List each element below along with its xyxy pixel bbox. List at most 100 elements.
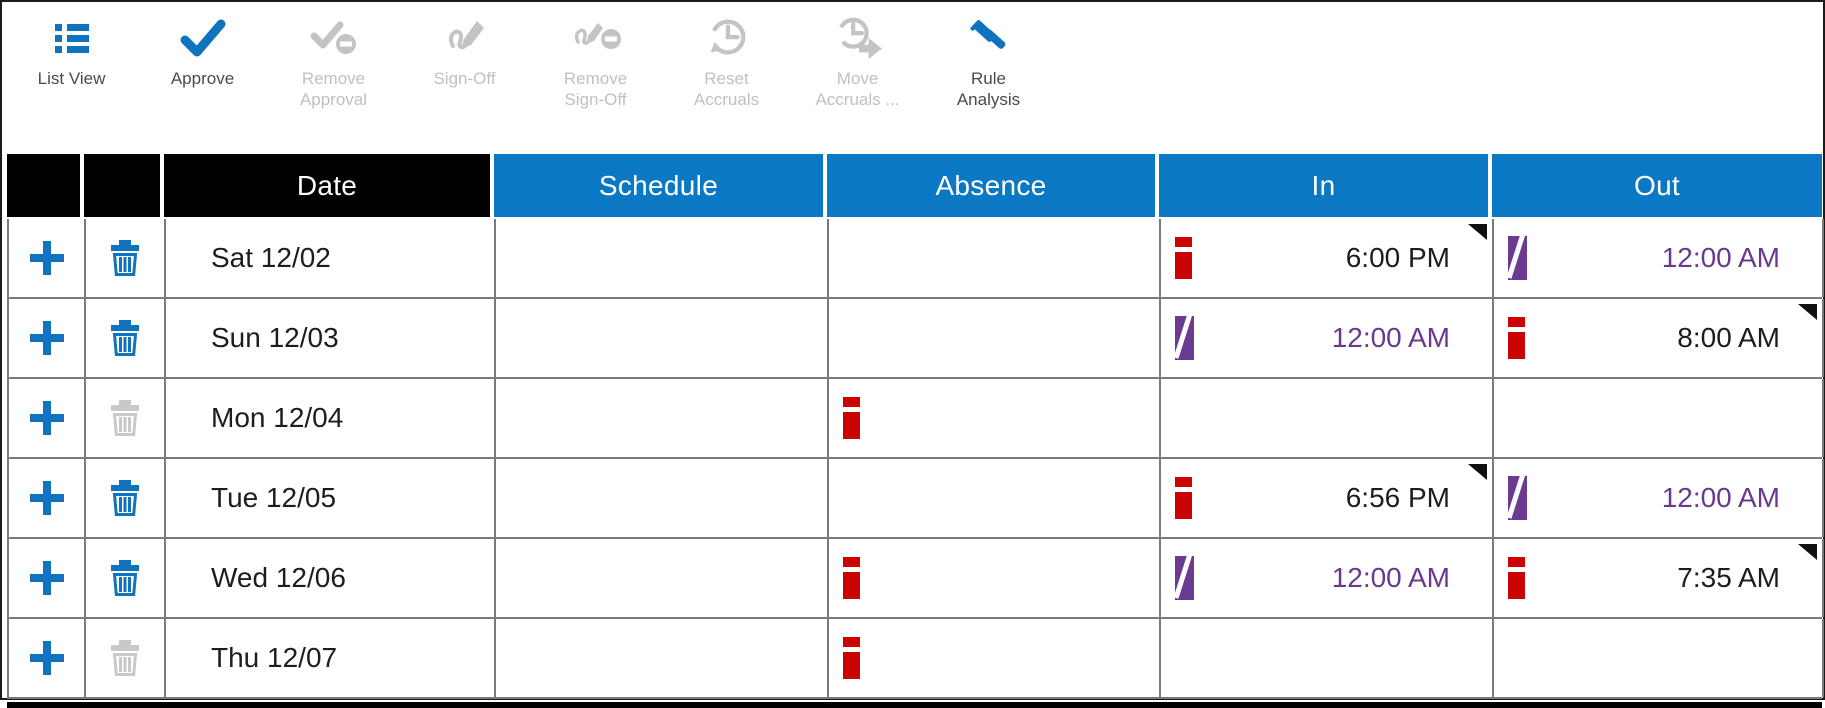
out-punch-time: 7:35 AM	[1677, 562, 1780, 593]
out-punch-cell[interactable]	[1494, 619, 1824, 697]
toolbar-button-remove-approval: Remove Approval	[268, 12, 399, 110]
absence-cell[interactable]	[829, 459, 1161, 537]
delete-row-button[interactable]	[109, 319, 141, 357]
rule-analysis-icon	[967, 12, 1011, 64]
date-cell: Thu 12/07	[166, 619, 496, 697]
add-punch-plus-icon	[29, 241, 64, 275]
comment-corner-indicator	[1798, 304, 1817, 320]
in-punch-cell[interactable]: 6:56 PM	[1161, 459, 1494, 537]
toolbar-button-sign-off: Sign-Off	[399, 12, 530, 89]
delete-row-button[interactable]	[109, 239, 141, 277]
schedule-cell[interactable]	[496, 379, 829, 457]
in-punch-time: 6:00 PM	[1345, 242, 1450, 273]
add-punch-button[interactable]	[29, 401, 64, 435]
sign-off-icon	[443, 12, 487, 64]
date-cell: Sat 12/02	[166, 219, 496, 297]
timecard-row: Sun 12/03 12:00 AM 8:00 AM	[9, 299, 1824, 379]
timecard-row: Mon 12/04	[9, 379, 1824, 459]
delete-row-trash-icon	[111, 319, 139, 356]
add-punch-plus-icon	[29, 641, 64, 675]
absence-cell[interactable]	[829, 539, 1161, 617]
date-cell: Sun 12/03	[166, 299, 496, 377]
add-punch-cell	[9, 299, 86, 377]
exception-indicator-icon	[1508, 557, 1525, 599]
toolbar-label: Reset Accruals	[693, 69, 760, 109]
system-punch-icon	[1175, 316, 1194, 360]
out-punch-time: 12:00 AM	[1661, 482, 1780, 513]
schedule-cell[interactable]	[496, 619, 829, 697]
absence-cell[interactable]	[829, 379, 1161, 457]
absence-cell[interactable]	[829, 299, 1161, 377]
delete-row-cell	[86, 379, 166, 457]
toolbar-label: List View	[37, 69, 106, 88]
delete-row-trash-icon	[111, 479, 139, 516]
schedule-cell[interactable]	[496, 219, 829, 297]
toolbar: List View Approve Remove Approval Sign-O…	[2, 2, 1823, 154]
comment-corner-indicator	[1468, 464, 1487, 480]
exception-indicator-icon	[843, 557, 860, 599]
add-punch-cell	[9, 379, 86, 457]
delete-row-trash-icon	[111, 399, 139, 436]
add-punch-cell	[9, 459, 86, 537]
schedule-cell[interactable]	[496, 459, 829, 537]
out-punch-cell[interactable]: 12:00 AM	[1494, 459, 1824, 537]
in-punch-cell[interactable]: 12:00 AM	[1161, 299, 1494, 377]
approve-check-icon	[180, 12, 226, 64]
toolbar-label: Approve	[170, 69, 235, 88]
schedule-cell[interactable]	[496, 299, 829, 377]
toolbar-button-rule-analysis[interactable]: Rule Analysis	[923, 12, 1054, 110]
add-punch-button[interactable]	[29, 561, 64, 595]
delete-row-button	[109, 639, 141, 677]
out-punch-cell[interactable]: 8:00 AM	[1494, 299, 1824, 377]
toolbar-label: Rule Analysis	[956, 69, 1021, 109]
add-punch-button[interactable]	[29, 641, 64, 675]
toolbar-button-remove-sign-off: Remove Sign-Off	[530, 12, 661, 110]
schedule-cell[interactable]	[496, 539, 829, 617]
delete-row-button[interactable]	[109, 559, 141, 597]
toolbar-label: Move Accruals ...	[815, 69, 900, 109]
delete-row-cell	[86, 299, 166, 377]
add-punch-plus-icon	[29, 481, 64, 515]
delete-row-trash-icon	[111, 559, 139, 596]
header-out-column: Out	[1492, 154, 1822, 217]
toolbar-button-approve[interactable]: Approve	[137, 12, 268, 89]
header-delete-column	[84, 154, 164, 217]
toolbar-button-reset-accruals: Reset Accruals	[661, 12, 792, 110]
exception-indicator-icon	[843, 637, 860, 679]
add-punch-plus-icon	[29, 321, 64, 355]
absence-cell[interactable]	[829, 619, 1161, 697]
timecard-row: Sat 12/02 6:00 PM 12:00 AM	[9, 219, 1824, 299]
add-punch-button[interactable]	[29, 481, 64, 515]
in-punch-time: 6:56 PM	[1345, 482, 1450, 513]
list-view-icon	[54, 12, 90, 64]
timecard-row: Wed 12/06 12:00 AM 7:35 AM	[9, 539, 1824, 619]
toolbar-label: Remove Approval	[299, 69, 368, 109]
date-cell: Wed 12/06	[166, 539, 496, 617]
absence-cell[interactable]	[829, 219, 1161, 297]
in-punch-cell[interactable]	[1161, 619, 1494, 697]
out-punch-cell[interactable]: 7:35 AM	[1494, 539, 1824, 617]
toolbar-button-list-view[interactable]: List View	[6, 12, 137, 89]
timecard-row: Thu 12/07	[9, 619, 1824, 699]
in-punch-cell[interactable]: 12:00 AM	[1161, 539, 1494, 617]
in-punch-cell[interactable]	[1161, 379, 1494, 457]
remove-sign-off-icon	[570, 12, 622, 64]
add-punch-plus-icon	[29, 401, 64, 435]
toolbar-label: Sign-Off	[433, 69, 496, 88]
in-punch-cell[interactable]: 6:00 PM	[1161, 219, 1494, 297]
toolbar-button-move-accruals: Move Accruals ...	[792, 12, 923, 110]
out-punch-time: 12:00 AM	[1661, 242, 1780, 273]
out-punch-cell[interactable]	[1494, 379, 1824, 457]
delete-row-button[interactable]	[109, 479, 141, 517]
in-punch-time: 12:00 AM	[1331, 322, 1450, 353]
add-punch-cell	[9, 539, 86, 617]
out-punch-cell[interactable]: 12:00 AM	[1494, 219, 1824, 297]
add-punch-button[interactable]	[29, 321, 64, 355]
exception-indicator-icon	[1508, 317, 1525, 359]
comment-corner-indicator	[1798, 544, 1817, 560]
add-punch-button[interactable]	[29, 241, 64, 275]
timecard-table: Date Schedule Absence In Out Sat 12/02 6:…	[7, 154, 1824, 708]
header-in-column: In	[1159, 154, 1492, 217]
header-add-column	[7, 154, 84, 217]
